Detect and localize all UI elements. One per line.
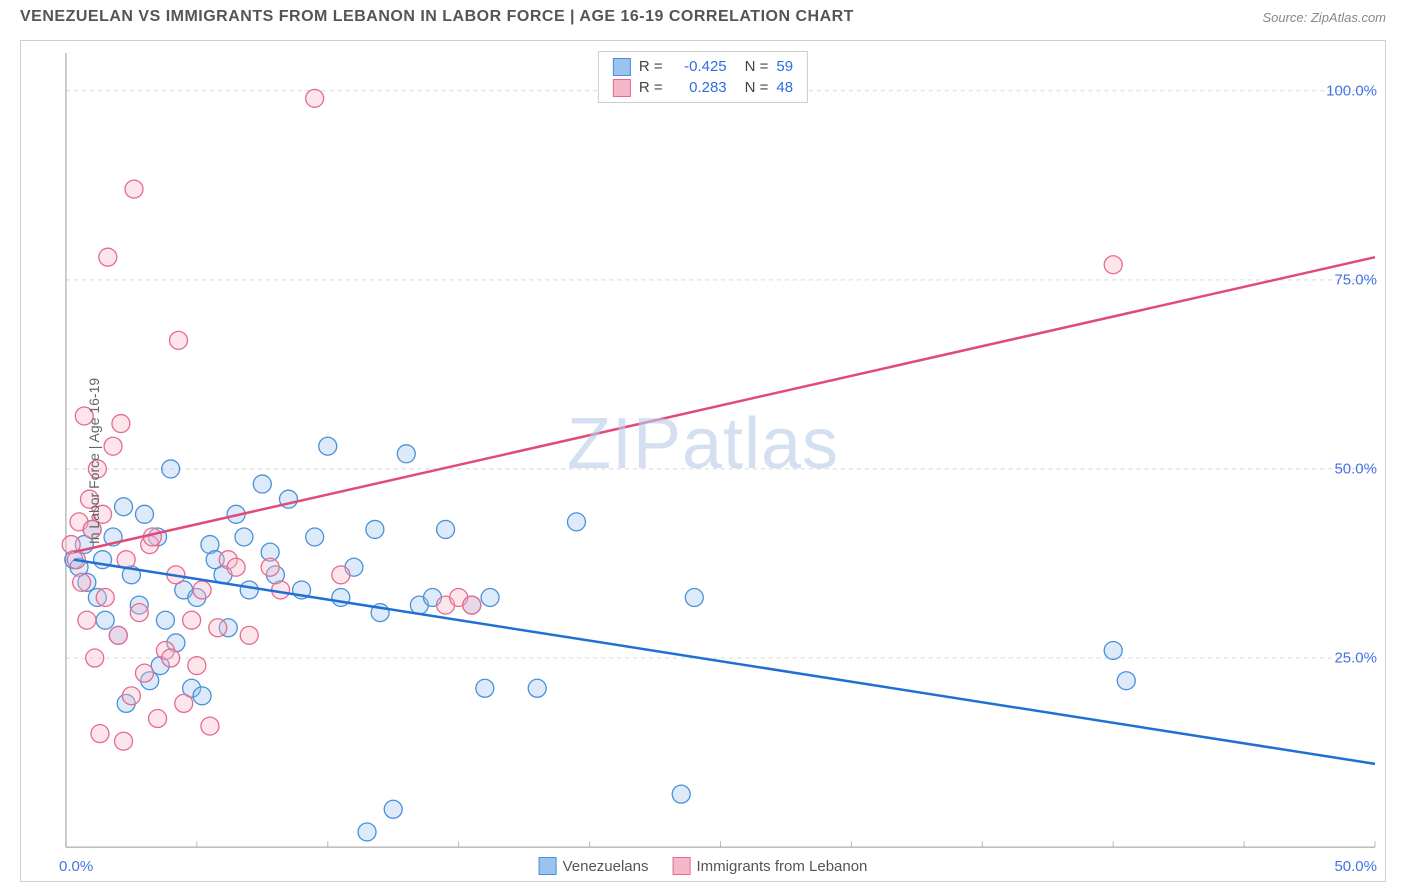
legend-label: Immigrants from Lebanon bbox=[696, 858, 867, 875]
legend-r-value: 0.283 bbox=[671, 77, 727, 98]
legend-series: Venezuelans Immigrants from Lebanon bbox=[539, 857, 868, 875]
legend-item: Immigrants from Lebanon bbox=[672, 857, 867, 875]
chart-title: VENEZUELAN VS IMMIGRANTS FROM LEBANON IN… bbox=[20, 8, 854, 26]
legend-correlation: R = -0.425 N = 59 R = 0.283 N = 48 bbox=[598, 51, 808, 103]
legend-r-value: -0.425 bbox=[671, 56, 727, 77]
chart-source: Source: ZipAtlas.com bbox=[1262, 10, 1386, 25]
y-tick: 75.0% bbox=[1334, 271, 1377, 288]
legend-row: R = -0.425 N = 59 bbox=[613, 56, 793, 77]
legend-swatch bbox=[613, 58, 631, 76]
legend-label: Venezuelans bbox=[563, 858, 649, 875]
x-tick-right: 50.0% bbox=[1334, 858, 1377, 875]
y-tick: 100.0% bbox=[1326, 82, 1377, 99]
y-tick: 50.0% bbox=[1334, 460, 1377, 477]
legend-n-label: N = bbox=[745, 56, 769, 77]
chart-container: In Labor Force | Age 16-19 ZIPatlas R =-… bbox=[20, 40, 1386, 882]
legend-n-value: 59 bbox=[776, 56, 793, 77]
legend-item: Venezuelans bbox=[539, 857, 649, 875]
y-tick: 25.0% bbox=[1334, 650, 1377, 667]
legend-r-label: R = bbox=[639, 56, 663, 77]
scatter-plot bbox=[21, 41, 1385, 881]
legend-row: R = 0.283 N = 48 bbox=[613, 77, 793, 98]
x-tick-left: 0.0% bbox=[59, 858, 93, 875]
legend-swatch bbox=[539, 857, 557, 875]
legend-r-label: R = bbox=[639, 77, 663, 98]
legend-swatch bbox=[672, 857, 690, 875]
y-axis-label: In Labor Force | Age 16-19 bbox=[86, 378, 102, 544]
chart-header: VENEZUELAN VS IMMIGRANTS FROM LEBANON IN… bbox=[0, 0, 1406, 32]
legend-n-label: N = bbox=[745, 77, 769, 98]
legend-swatch bbox=[613, 79, 631, 97]
legend-n-value: 48 bbox=[776, 77, 793, 98]
